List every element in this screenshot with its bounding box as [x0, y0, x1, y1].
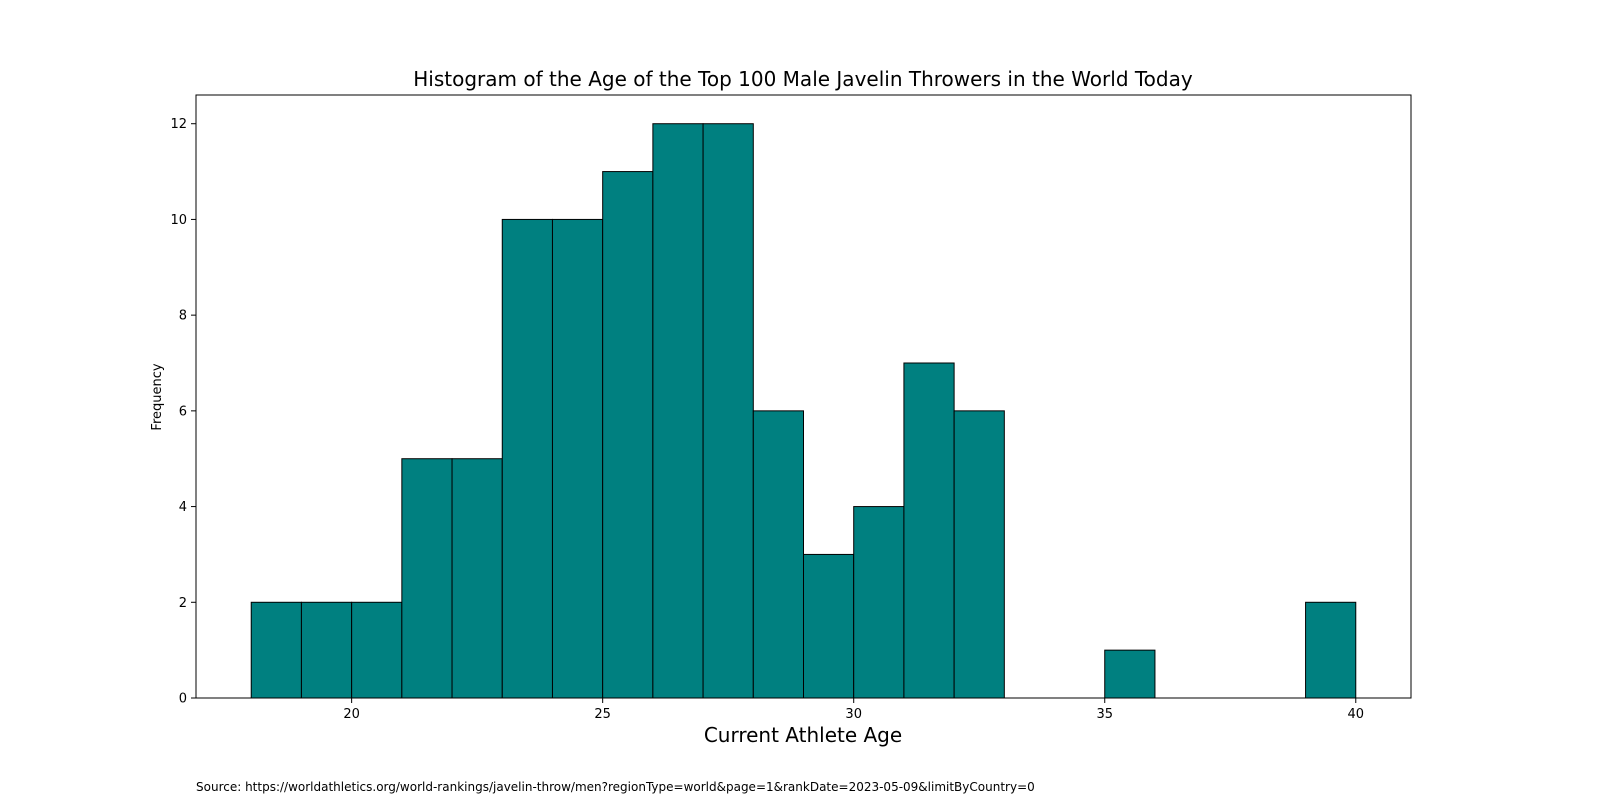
histogram-bar	[752, 410, 805, 699]
bars-group	[250, 123, 1357, 699]
y-tick-label: 12	[170, 117, 187, 132]
histogram-bar	[250, 601, 302, 699]
histogram-bar	[551, 218, 604, 699]
y-tick-label: 6	[179, 404, 187, 419]
histogram-bar	[853, 506, 905, 699]
histogram-bar	[300, 601, 353, 699]
histogram-bar	[451, 458, 503, 699]
y-ticks-group: 0 2 4 6 8 10 12	[170, 117, 196, 707]
chart-title: Histogram of the Age of the Top 100 Male…	[413, 67, 1193, 91]
y-tick-label: 0	[179, 692, 187, 707]
histogram-bar	[351, 601, 403, 699]
y-tick-label: 8	[179, 309, 187, 324]
histogram-bar	[501, 218, 553, 699]
y-tick-label: 2	[179, 596, 187, 611]
histogram-bar	[803, 553, 855, 699]
plot-frame	[195, 94, 1412, 699]
histogram-bar	[652, 123, 704, 699]
histogram-bar	[602, 171, 654, 699]
x-ticks-group: 20 25 30 35 40	[343, 698, 1364, 722]
histogram-bar	[1305, 601, 1357, 699]
y-axis-label: Frequency	[150, 363, 165, 430]
x-tick-label: 35	[1096, 707, 1113, 722]
y-tick-label: 4	[179, 500, 187, 515]
histogram-bar	[401, 458, 453, 699]
histogram-bar	[1104, 649, 1156, 699]
x-tick-label: 25	[594, 707, 611, 722]
histogram-bar	[953, 410, 1005, 699]
x-axis-label: Current Athlete Age	[704, 723, 902, 747]
histogram-bar	[903, 362, 955, 699]
x-tick-label: 40	[1347, 707, 1364, 722]
y-tick-label: 10	[170, 213, 187, 228]
source-note: Source: https://worldathletics.org/world…	[196, 780, 1035, 794]
x-tick-label: 20	[343, 707, 360, 722]
x-tick-label: 30	[845, 707, 862, 722]
histogram-bar	[702, 123, 754, 699]
